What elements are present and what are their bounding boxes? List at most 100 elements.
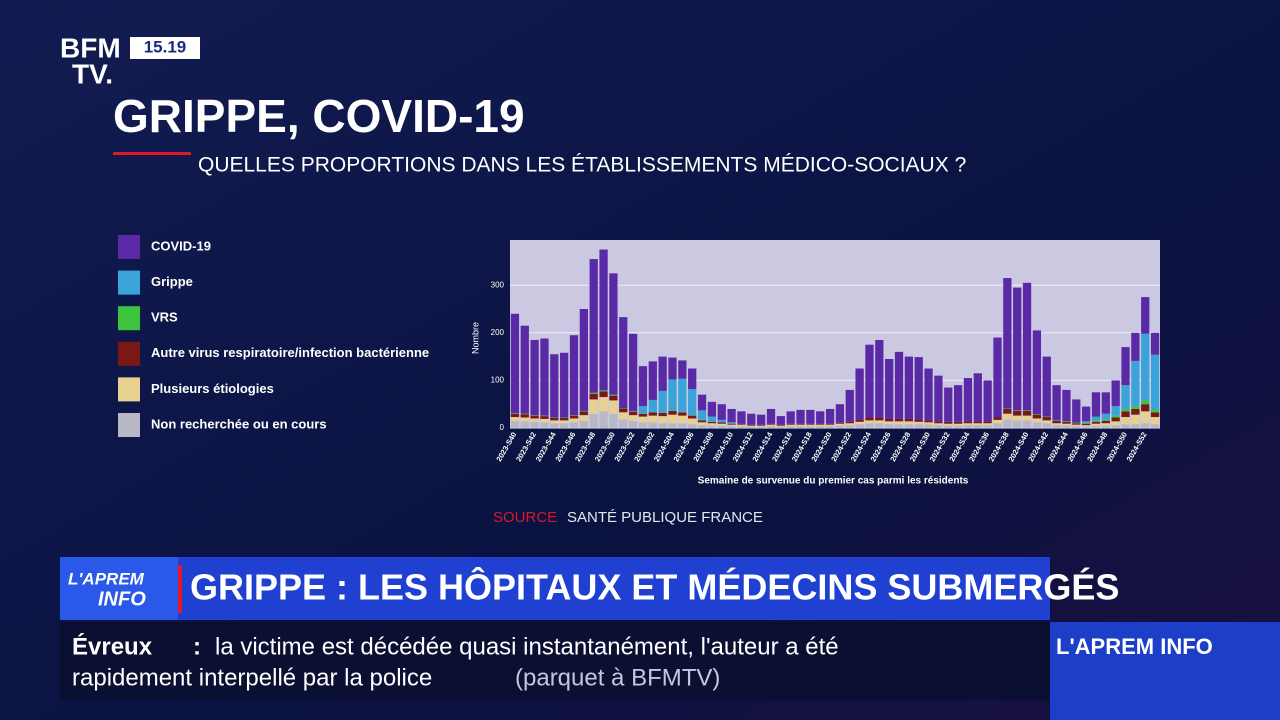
bar-segment: [569, 335, 579, 416]
bar-segment: [776, 416, 785, 425]
legend-swatch: [118, 377, 140, 402]
bar-segment: [510, 313, 520, 414]
bar-segment: [963, 423, 973, 426]
bar-segment: [510, 417, 520, 421]
bar-segment: [973, 423, 982, 426]
bar-segment: [648, 361, 657, 400]
legend-swatch: [118, 306, 140, 331]
banner-rule: [178, 565, 182, 613]
bar-segment: [914, 424, 923, 428]
banner-logo: L'APREM: [68, 569, 145, 588]
bar-segment: [993, 419, 1002, 424]
bar-segment: [875, 417, 884, 421]
bar-segment: [894, 421, 904, 425]
bar-segment: [688, 388, 697, 416]
bar-segment: [944, 387, 953, 422]
bar-segment: [1091, 416, 1101, 421]
bar-segment: [1003, 419, 1012, 428]
legend-label: COVID-19: [151, 238, 211, 253]
bar-segment: [904, 356, 913, 419]
bar-segment: [894, 424, 904, 428]
bar-segment: [1101, 423, 1110, 426]
bar-segment: [707, 423, 717, 426]
bar-segment: [678, 360, 687, 379]
bar-segment: [1121, 411, 1130, 418]
bar-segment: [540, 416, 549, 419]
bar-segment: [924, 424, 933, 428]
bar-segment: [845, 423, 854, 426]
bar-segment: [855, 368, 864, 420]
bar-segment: [599, 397, 608, 412]
bar-segment: [589, 259, 598, 393]
bar-segment: [894, 351, 904, 419]
bar-segment: [825, 423, 835, 425]
bar-segment: [924, 422, 933, 425]
bar-segment: [628, 415, 638, 421]
bar-segment: [816, 411, 825, 424]
bar-segment: [609, 394, 618, 396]
bar-segment: [1121, 347, 1130, 386]
bar-segment: [1141, 333, 1150, 401]
bar-segment: [766, 424, 776, 427]
bar-segment: [1111, 406, 1120, 416]
bar-segment: [628, 333, 638, 412]
bar-segment: [569, 415, 579, 419]
bar-segment: [914, 357, 923, 420]
bar-segment: [855, 424, 864, 428]
bar-segment: [520, 421, 529, 428]
bar-segment: [648, 412, 657, 416]
bar-segment: [885, 421, 894, 425]
bar-segment: [1013, 287, 1022, 411]
bar-segment: [1072, 423, 1081, 425]
bar-segment: [540, 338, 549, 416]
bar-segment: [816, 423, 825, 425]
bar-segment: [835, 425, 845, 428]
bar-segment: [796, 424, 805, 427]
bar-segment: [983, 425, 992, 428]
bar-segment: [1003, 408, 1012, 414]
bar-segment: [944, 421, 953, 424]
bar-segment: [678, 412, 687, 416]
bar-segment: [1141, 404, 1150, 412]
bar-segment: [776, 424, 785, 426]
time-box: [130, 37, 200, 59]
y-tick-label: 100: [491, 376, 505, 385]
bar-segment: [530, 339, 539, 416]
logo: TV.: [72, 58, 113, 89]
bar-segment: [1131, 332, 1140, 361]
bar-segment: [1042, 417, 1051, 421]
bar-segment: [697, 425, 707, 428]
bar-segment: [1101, 419, 1110, 421]
bar-segment: [510, 420, 520, 428]
logo: BFM: [60, 32, 121, 63]
bar-segment: [589, 393, 598, 400]
y-tick-label: 200: [491, 328, 505, 337]
bar-segment: [678, 423, 687, 428]
bar-segment: [766, 408, 776, 424]
bar-segment: [1013, 415, 1022, 421]
bar-segment: [1062, 423, 1071, 426]
bar-segment: [540, 418, 549, 423]
bar-segment: [934, 423, 943, 426]
banner: [60, 557, 1050, 620]
bar-segment: [953, 421, 963, 424]
subtitle: QUELLES PROPORTIONS DANS LES ÉTABLISSEME…: [198, 154, 966, 177]
bar-segment: [875, 423, 884, 428]
bar-segment: [737, 411, 746, 424]
legend: COVID-19 Grippe VRS Autre virus respiratoir…: [118, 235, 429, 437]
bar-segment: [983, 421, 992, 424]
bar-segment: [963, 425, 973, 428]
bar-segment: [678, 378, 687, 412]
bar-segment: [579, 411, 588, 416]
bar-segment: [1150, 417, 1160, 425]
bar-segment: [658, 416, 667, 424]
bar-segment: [1022, 415, 1032, 421]
bar-segment: [520, 325, 529, 414]
bar-segment: [530, 415, 539, 419]
bar-segment: [1141, 423, 1150, 428]
bar-segment: [727, 422, 736, 424]
bar-segment: [757, 426, 766, 428]
bar-segment: [1042, 423, 1051, 428]
bar-segment: [648, 415, 657, 423]
bar-segment: [835, 422, 845, 424]
